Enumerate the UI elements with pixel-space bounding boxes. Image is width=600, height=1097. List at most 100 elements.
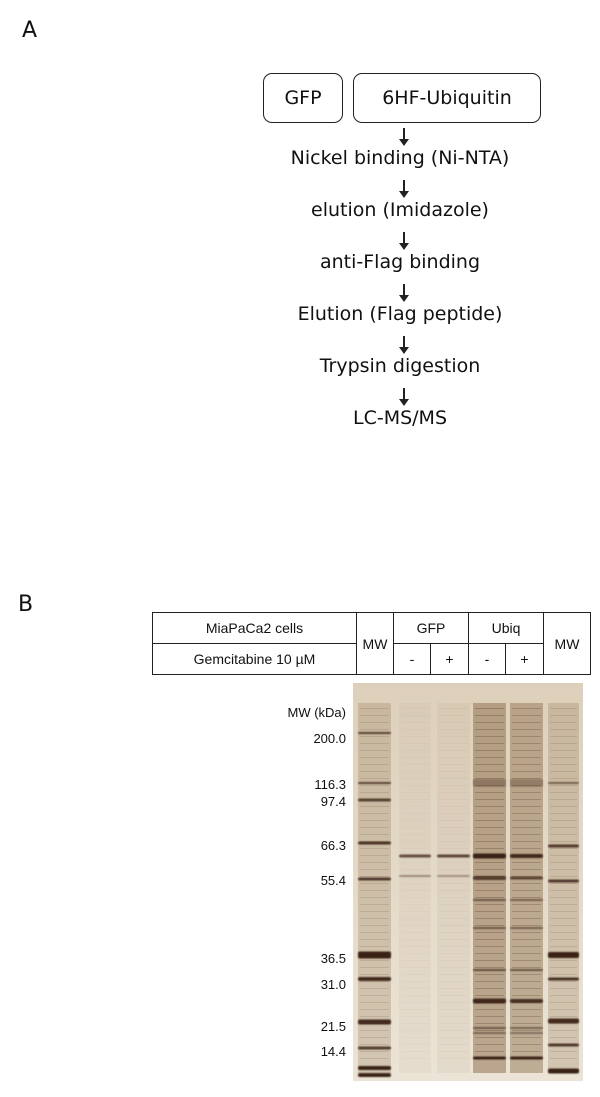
faint-band — [475, 974, 504, 975]
faint-band — [401, 834, 429, 835]
faint-band — [439, 967, 468, 968]
faint-band — [360, 967, 389, 968]
faint-band — [401, 827, 429, 828]
faint-band — [401, 960, 429, 961]
faint-band — [512, 1009, 541, 1010]
faint-band — [401, 715, 429, 716]
faint-band — [475, 932, 504, 933]
faint-band — [550, 869, 577, 870]
faint-band — [550, 708, 577, 709]
faint-band — [360, 862, 389, 863]
faint-band — [550, 799, 577, 800]
faint-band — [360, 904, 389, 905]
faint-band — [439, 946, 468, 947]
faint-band — [512, 862, 541, 863]
faint-band — [401, 995, 429, 996]
step-elution-flag: Elution (Flag peptide) — [297, 303, 503, 325]
faint-band — [401, 953, 429, 954]
faint-band — [360, 743, 389, 744]
faint-band — [439, 995, 468, 996]
faint-band — [512, 820, 541, 821]
faint-band — [475, 1016, 504, 1017]
gel-band — [510, 876, 543, 880]
ubiquitin-box: 6HF-Ubiquitin — [353, 73, 541, 123]
arrow-icon — [399, 388, 409, 406]
faint-band — [475, 1023, 504, 1024]
faint-band — [550, 806, 577, 807]
faint-band — [475, 827, 504, 828]
faint-band — [439, 1058, 468, 1059]
faint-band — [475, 967, 504, 968]
step-elution-imidazole: elution (Imidazole) — [311, 199, 489, 221]
faint-band — [360, 715, 389, 716]
faint-band — [512, 827, 541, 828]
faint-band — [475, 757, 504, 758]
faint-band — [439, 785, 468, 786]
gfp-plus: + — [430, 643, 469, 675]
faint-band — [360, 932, 389, 933]
mw-marker: 31.0 — [320, 977, 346, 992]
faint-band — [439, 813, 468, 814]
gel-band — [399, 854, 431, 858]
faint-band — [439, 862, 468, 863]
faint-band — [360, 729, 389, 730]
faint-band — [401, 974, 429, 975]
faint-band — [512, 799, 541, 800]
faint-band — [475, 911, 504, 912]
faint-band — [475, 897, 504, 898]
gel-band — [473, 998, 506, 1004]
gel-band — [548, 1068, 579, 1074]
faint-band — [439, 764, 468, 765]
faint-band — [401, 883, 429, 884]
faint-band — [360, 750, 389, 751]
faint-band — [550, 974, 577, 975]
faint-band — [401, 785, 429, 786]
faint-band — [512, 1030, 541, 1031]
faint-band — [360, 736, 389, 737]
faint-band — [550, 1002, 577, 1003]
faint-band — [550, 911, 577, 912]
faint-band — [439, 904, 468, 905]
faint-band — [439, 939, 468, 940]
step-anti-flag: anti-Flag binding — [319, 251, 481, 273]
faint-band — [439, 778, 468, 779]
faint-band — [550, 722, 577, 723]
faint-band — [360, 1044, 389, 1045]
faint-band — [550, 834, 577, 835]
faint-band — [360, 778, 389, 779]
faint-band — [360, 820, 389, 821]
gel-band — [473, 899, 506, 901]
faint-band — [475, 904, 504, 905]
faint-band — [360, 827, 389, 828]
faint-band — [439, 1044, 468, 1045]
gel-band — [548, 952, 579, 958]
faint-band — [512, 1037, 541, 1038]
faint-band — [512, 841, 541, 842]
lane-1-smear — [358, 703, 391, 1073]
gel-band — [510, 779, 543, 787]
cells-label: MiaPaCa2 cells — [152, 612, 357, 644]
faint-band — [360, 785, 389, 786]
gel-band — [399, 875, 431, 877]
faint-band — [401, 904, 429, 905]
faint-band — [360, 890, 389, 891]
faint-band — [550, 743, 577, 744]
faint-band — [550, 1058, 577, 1059]
faint-band — [512, 939, 541, 940]
faint-band — [512, 946, 541, 947]
faint-band — [475, 715, 504, 716]
faint-band — [439, 848, 468, 849]
faint-band — [401, 764, 429, 765]
mw-marker: 55.4 — [320, 873, 346, 888]
faint-band — [439, 1037, 468, 1038]
faint-band — [550, 1030, 577, 1031]
faint-band — [512, 813, 541, 814]
faint-band — [439, 708, 468, 709]
faint-band — [401, 729, 429, 730]
faint-band — [401, 1030, 429, 1031]
panel-b-label: B — [18, 592, 34, 617]
faint-band — [401, 820, 429, 821]
faint-band — [550, 960, 577, 961]
faint-band — [512, 743, 541, 744]
faint-band — [360, 1016, 389, 1017]
